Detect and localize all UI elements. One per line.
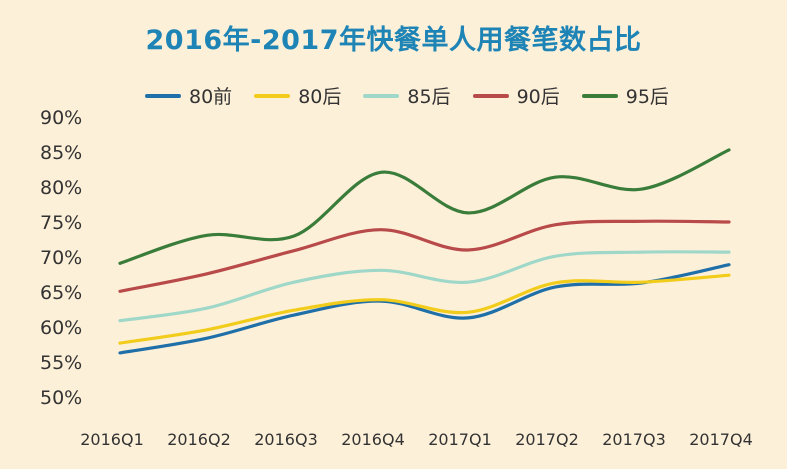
x-tick-label: 2017Q1 [428,430,492,449]
legend: 80前 80后 85后 90后 95后 [145,82,669,109]
x-tick-label: 2016Q4 [341,430,405,449]
series-line-80后 [118,273,731,345]
legend-label: 80后 [298,86,342,108]
y-tick-label: 75% [40,212,82,234]
legend-label: 85后 [407,86,451,108]
y-tick-label: 50% [40,387,82,409]
legend-item: 80前 [145,82,232,109]
y-tick-label: 70% [40,247,82,269]
y-tick-label: 65% [40,282,82,304]
legend-item: 90后 [472,82,560,109]
y-tick-label: 60% [40,317,82,339]
x-tick-label: 2016Q2 [167,430,231,449]
legend-item: 80后 [254,82,341,109]
series-line-95后 [118,148,731,265]
series-line-90后 [118,219,731,293]
x-tick-label: 2016Q3 [254,430,318,449]
legend-swatch [363,93,400,98]
legend-item: 95后 [581,82,669,109]
legend-swatch [581,93,618,98]
y-tick-label: 90% [40,107,82,129]
x-tick-label: 2017Q3 [602,430,666,449]
x-tick-label: 2017Q4 [689,430,753,449]
legend-swatch [145,93,181,98]
y-tick-label: 85% [40,142,82,164]
legend-swatch [254,93,291,98]
y-tick-label: 80% [40,177,82,199]
x-tick-label: 2017Q2 [515,430,579,449]
legend-label: 95后 [625,86,669,108]
legend-label: 80前 [189,86,233,108]
series-line-85后 [118,250,731,323]
chart-title: 2016年-2017年快餐单人用餐笔数占比 [145,25,642,56]
legend-label: 90后 [516,86,560,108]
x-tick-label: 2016Q1 [80,430,144,449]
legend-swatch [472,93,509,98]
y-tick-label: 55% [40,352,82,374]
legend-item: 85后 [363,82,451,109]
